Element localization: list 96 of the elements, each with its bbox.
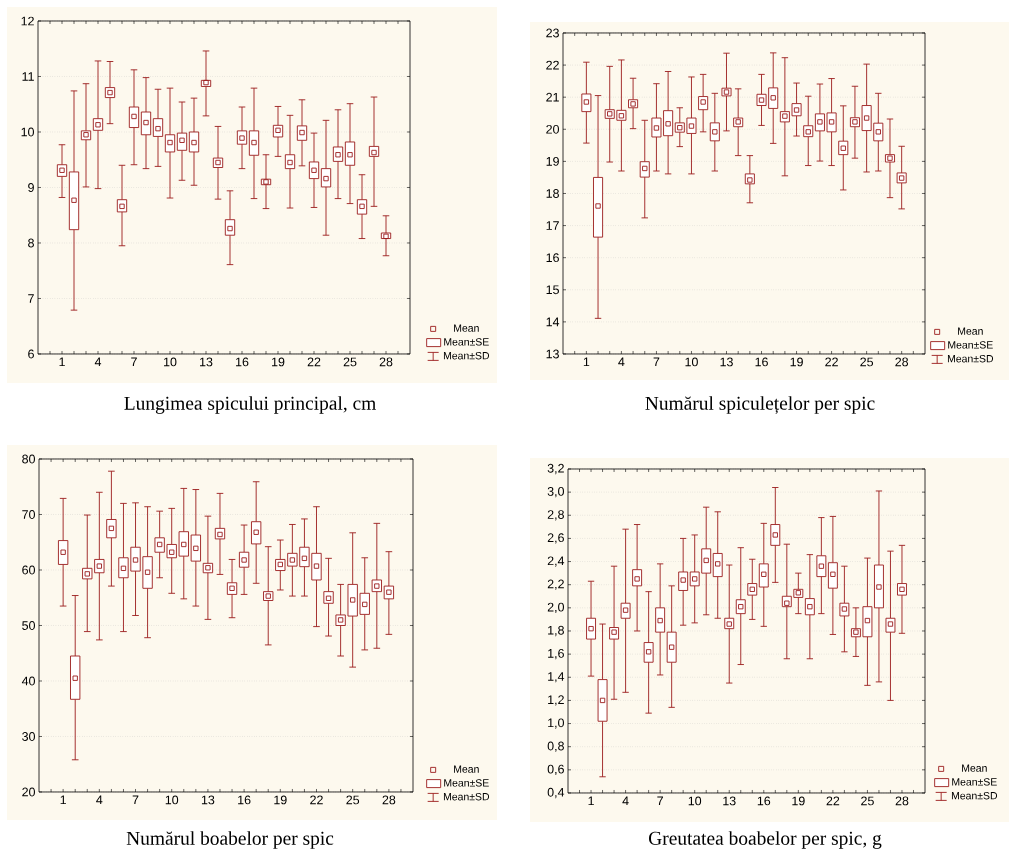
text: Greutatea boabelor per spic, g: [649, 831, 882, 849]
y-tick-label: 11: [22, 72, 34, 81]
y-tick-label: 21: [546, 92, 559, 102]
x-tick-label: 19: [274, 795, 287, 805]
x-tick-label: 22: [826, 796, 840, 806]
y-tick-label: 3,0: [547, 486, 564, 498]
y-tick-label: 3,2: [547, 463, 564, 475]
y-tick-label: 80: [22, 454, 35, 464]
x-tick-label: 7: [132, 795, 139, 805]
y-tick-label: 8: [28, 238, 34, 248]
text: Mean±SE: [444, 338, 489, 346]
x-tick-label: 10: [688, 796, 702, 806]
x-tick-label: 19: [792, 796, 805, 806]
x-tick-label: 16: [757, 796, 771, 806]
x-tick-label: 25: [346, 795, 360, 805]
y-tick-label: 18: [546, 189, 559, 198]
y-tick-label: 2,6: [547, 533, 564, 544]
x-tick-label: 13: [201, 795, 215, 805]
x-tick-label: 16: [755, 357, 768, 367]
text: Mean: [962, 764, 987, 772]
y-tick-label: 7: [28, 294, 34, 303]
y-tick-label: 2,4: [547, 556, 565, 567]
text: Lungimea spicului principal, cm: [124, 396, 376, 414]
y-tick-label: 60: [22, 565, 35, 575]
y-tick-label: 2,0: [547, 602, 564, 613]
y-tick-label: 1,0: [548, 718, 564, 729]
y-tick-label: 2,8: [547, 510, 564, 521]
x-tick-label: 28: [895, 796, 909, 806]
x-tick-label: 1: [59, 357, 65, 367]
x-tick-label: 22: [825, 357, 838, 367]
x-tick-label: 25: [861, 796, 874, 806]
y-tick-label: 15: [546, 285, 559, 295]
x-tick-label: 10: [685, 357, 698, 367]
x-tick-label: 28: [382, 795, 396, 805]
x-tick-label: 22: [310, 795, 323, 805]
x-tick-label: 10: [164, 357, 177, 367]
text: Mean±SE: [952, 778, 997, 786]
x-tick-label: 28: [895, 357, 909, 367]
text: Mean: [454, 765, 479, 773]
x-tick-label: 25: [343, 357, 357, 367]
y-tick-label: 20: [546, 124, 559, 134]
y-tick-label: 14: [546, 317, 560, 327]
x-tick-label: 4: [622, 796, 629, 806]
y-tick-label: 0,6: [547, 764, 564, 775]
y-tick-label: 70: [22, 510, 35, 519]
y-tick-label: 12: [21, 16, 34, 26]
text: Numărul spiculețelor per spic: [645, 396, 875, 414]
y-tick-label: 30: [22, 732, 35, 741]
y-tick-label: 50: [22, 621, 35, 630]
x-tick-label: 4: [94, 357, 102, 367]
x-tick-label: 19: [272, 357, 285, 367]
x-tick-label: 1: [583, 357, 590, 367]
y-tick-label: 1,6: [548, 648, 564, 660]
x-tick-label: 7: [657, 796, 663, 806]
x-tick-label: 13: [200, 357, 213, 367]
y-tick-label: 17: [546, 221, 559, 230]
y-tick-label: 10: [21, 127, 34, 137]
y-tick-label: 0,4: [547, 787, 565, 799]
y-tick-label: 22: [546, 60, 559, 70]
text: Mean±SE: [948, 341, 993, 349]
text: Mean±SD: [951, 792, 998, 800]
y-tick-label: 20: [22, 787, 35, 797]
y-tick-label: 16: [546, 253, 559, 263]
text: Mean±SD: [443, 352, 490, 360]
x-tick-label: 4: [618, 357, 625, 367]
x-tick-label: 16: [238, 795, 251, 805]
x-tick-label: 4: [96, 795, 103, 805]
x-tick-label: 1: [588, 796, 594, 806]
y-tick-label: 1,4: [548, 672, 565, 683]
y-tick-label: 1,8: [548, 625, 564, 637]
x-tick-label: 22: [307, 357, 321, 367]
y-tick-label: 23: [546, 28, 559, 38]
x-tick-label: 25: [860, 357, 874, 367]
y-tick-label: 19: [546, 156, 559, 166]
y-tick-label: 2,2: [547, 579, 564, 590]
y-tick-label: 13: [546, 349, 559, 359]
text: Mean±SD: [947, 355, 994, 363]
x-tick-label: 1: [60, 795, 66, 805]
x-tick-label: 13: [720, 357, 733, 367]
y-tick-label: 40: [21, 676, 35, 686]
x-tick-label: 19: [790, 357, 803, 367]
y-tick-label: 6: [28, 349, 34, 359]
x-tick-label: 7: [653, 357, 660, 367]
y-tick-label: 0,8: [547, 741, 564, 752]
text: Mean: [454, 324, 479, 332]
x-tick-label: 7: [131, 357, 137, 367]
text: Mean±SD: [443, 793, 490, 801]
x-tick-label: 16: [236, 357, 249, 367]
text: Mean±SE: [444, 779, 489, 787]
y-tick-label: 1,2: [548, 695, 564, 706]
text: Mean: [958, 327, 983, 335]
text: Numărul boabelor per spic: [126, 831, 334, 849]
x-tick-label: 13: [723, 796, 736, 806]
y-tick-label: 9: [28, 183, 34, 192]
x-tick-label: 10: [165, 795, 179, 805]
x-tick-label: 28: [379, 357, 393, 367]
